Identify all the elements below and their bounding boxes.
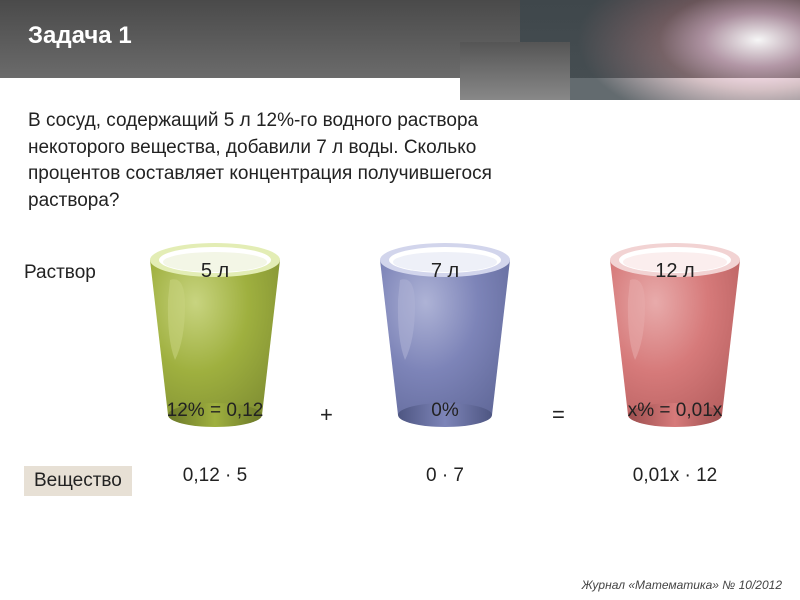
footer-citation: Журнал «Математика» № 10/2012 <box>582 578 782 592</box>
problem-text: В сосуд, содержащий 5 л 12%-го водного р… <box>28 108 568 214</box>
row-label-solution: Раствор <box>24 262 96 284</box>
cup3-percent: х% = 0,01х <box>590 400 760 422</box>
cup1-calc: 0,12 · 5 <box>130 465 300 487</box>
cup-group-3: 12 л х% = 0,01х 0,01х · <box>590 230 760 440</box>
cup3-calc: 0,01х · 12 <box>590 465 760 487</box>
cup3-volume: 12 л <box>590 260 760 283</box>
cup1-volume: 5 л <box>130 260 300 283</box>
row-label-substance: Вещество <box>24 466 132 496</box>
operator-plus: + <box>320 402 333 428</box>
cups-container: 5 л 12% = 0,12 0,12 · 5 <box>130 230 770 520</box>
operator-equals: = <box>552 402 565 428</box>
cup2-volume: 7 л <box>360 260 530 283</box>
cup-group-2: 7 л 0% 0 · 7 <box>360 230 530 440</box>
header-accent-block <box>460 42 570 100</box>
cup2-calc: 0 · 7 <box>360 465 530 487</box>
cup1-percent: 12% = 0,12 <box>130 400 300 422</box>
slide-title: Задача 1 <box>28 22 132 50</box>
cup-group-1: 5 л 12% = 0,12 0,12 · 5 <box>130 230 300 440</box>
cup2-percent: 0% <box>360 400 530 422</box>
